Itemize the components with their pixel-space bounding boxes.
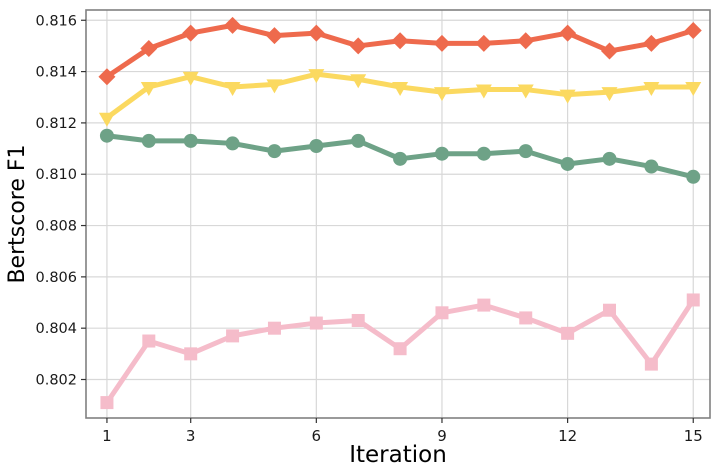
y-tick-label: 0.812 (35, 116, 77, 132)
y-tick-label: 0.804 (35, 321, 77, 337)
x-tick-label: 1 (102, 427, 112, 445)
y-tick-label: 0.806 (35, 270, 77, 286)
series-yellow-triangle-down (98, 69, 702, 127)
x-tick-label: 6 (312, 427, 322, 445)
x-tick-label: 15 (684, 427, 703, 445)
plot-frame (85, 9, 711, 419)
grid-lines (86, 10, 710, 418)
x-axis-label: Iteration (349, 442, 447, 466)
series-green-circle (99, 128, 701, 184)
data-series (98, 16, 702, 410)
series-orange-diamond (98, 16, 702, 86)
y-tick-label: 0.810 (35, 167, 77, 183)
y-tick-label: 0.808 (35, 219, 77, 235)
x-tick-label: 12 (558, 427, 577, 445)
axis-ticks: 0.802 0.804 0.806 0.808 0.810 0.812 0.814 0.816… (35, 13, 702, 445)
x-tick-label: 9 (437, 427, 447, 445)
y-tick-label: 0.802 (35, 373, 77, 389)
x-tick-label: 3 (186, 427, 196, 445)
y-axis-label: Bertscore F1 (5, 144, 30, 283)
series-pink-square (100, 293, 700, 410)
y-tick-label: 0.814 (35, 65, 77, 81)
y-tick-label: 0.816 (35, 13, 77, 29)
